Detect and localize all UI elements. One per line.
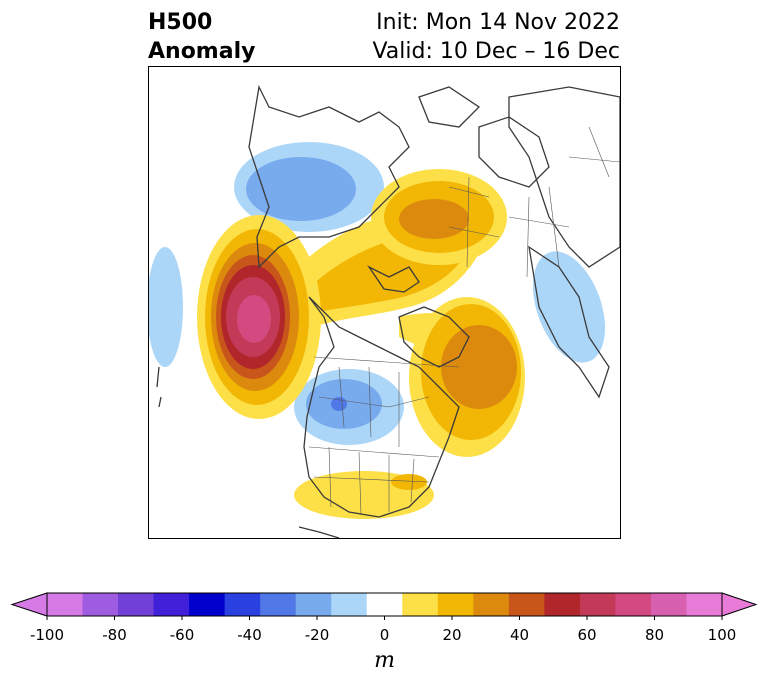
colorbar-tick-label: 60: [577, 626, 596, 644]
colorbar-segment: [579, 593, 616, 616]
colorbar-segment: [260, 593, 297, 616]
title-field: Anomaly: [148, 39, 256, 64]
colorbar-segments: [10, 592, 758, 617]
colorbar-low-extend: [10, 592, 48, 617]
title-right: Init: Mon 14 Nov 2022 Valid: 10 Dec – 16…: [372, 8, 620, 66]
colorbar: -100 -80 -60 -40 -20 0 20 40 60 80 100 m: [10, 592, 758, 673]
colorbar-tick-label: 100: [708, 626, 737, 644]
colorbar-segment: [118, 593, 155, 616]
colorbar-segment: [437, 593, 474, 616]
positive-anomaly-greenland: [409, 297, 525, 457]
anomaly-map: [148, 66, 621, 539]
negative-anomaly-europe: [532, 251, 606, 363]
colorbar-tick-label: 40: [510, 626, 529, 644]
colorbar-tick-label: -100: [30, 626, 64, 644]
colorbar-segment: [295, 593, 332, 616]
coastlines: [156, 84, 620, 538]
colorbar-tick-label: 0: [380, 626, 390, 644]
positive-anomaly-southeast-us: [294, 471, 434, 519]
colorbar-segment: [47, 593, 84, 616]
positive-anomaly-kara-sea: [371, 169, 507, 265]
colorbar-segment: [189, 593, 226, 616]
negative-anomaly-canada: [294, 369, 404, 445]
negative-anomaly-pacific: [149, 247, 183, 367]
colorbar-segment: [331, 593, 368, 616]
anomaly-map-svg: [149, 84, 620, 538]
title-init-date: Init: Mon 14 Nov 2022: [376, 10, 620, 35]
colorbar-segment: [402, 593, 439, 616]
positive-anomaly-gulf-of-alaska: [197, 215, 321, 419]
colorbar-segment: [473, 593, 510, 616]
colorbar-tick-label: 20: [442, 626, 461, 644]
colorbar-tick-label: -80: [102, 626, 127, 644]
colorbar-segment: [544, 593, 581, 616]
colorbar-tick-label: -20: [305, 626, 330, 644]
title-variable: H500: [148, 10, 213, 35]
negative-anomaly-siberia: [234, 142, 384, 232]
colorbar-segment: [686, 593, 723, 616]
colorbar-segment: [615, 593, 652, 616]
colorbar-segment: [153, 593, 190, 616]
colorbar-segment: [508, 593, 545, 616]
political-borders: [308, 126, 620, 516]
colorbar-unit-label: m: [374, 648, 395, 673]
colorbar-tick-label: -40: [237, 626, 262, 644]
colorbar-ticks: -100 -80 -60 -40 -20 0 20 40 60 80 100: [30, 616, 736, 644]
colorbar-segment: [650, 593, 687, 616]
title-valid-range: Valid: 10 Dec – 16 Dec: [372, 39, 620, 64]
colorbar-segment: [82, 593, 119, 616]
colorbar-segment: [224, 593, 261, 616]
colorbar-high-extend: [721, 592, 758, 617]
colorbar-tick-label: 80: [645, 626, 664, 644]
colorbar-segment: [366, 593, 403, 616]
title-left: H500 Anomaly: [148, 8, 255, 66]
colorbar-tick-label: -60: [170, 626, 195, 644]
